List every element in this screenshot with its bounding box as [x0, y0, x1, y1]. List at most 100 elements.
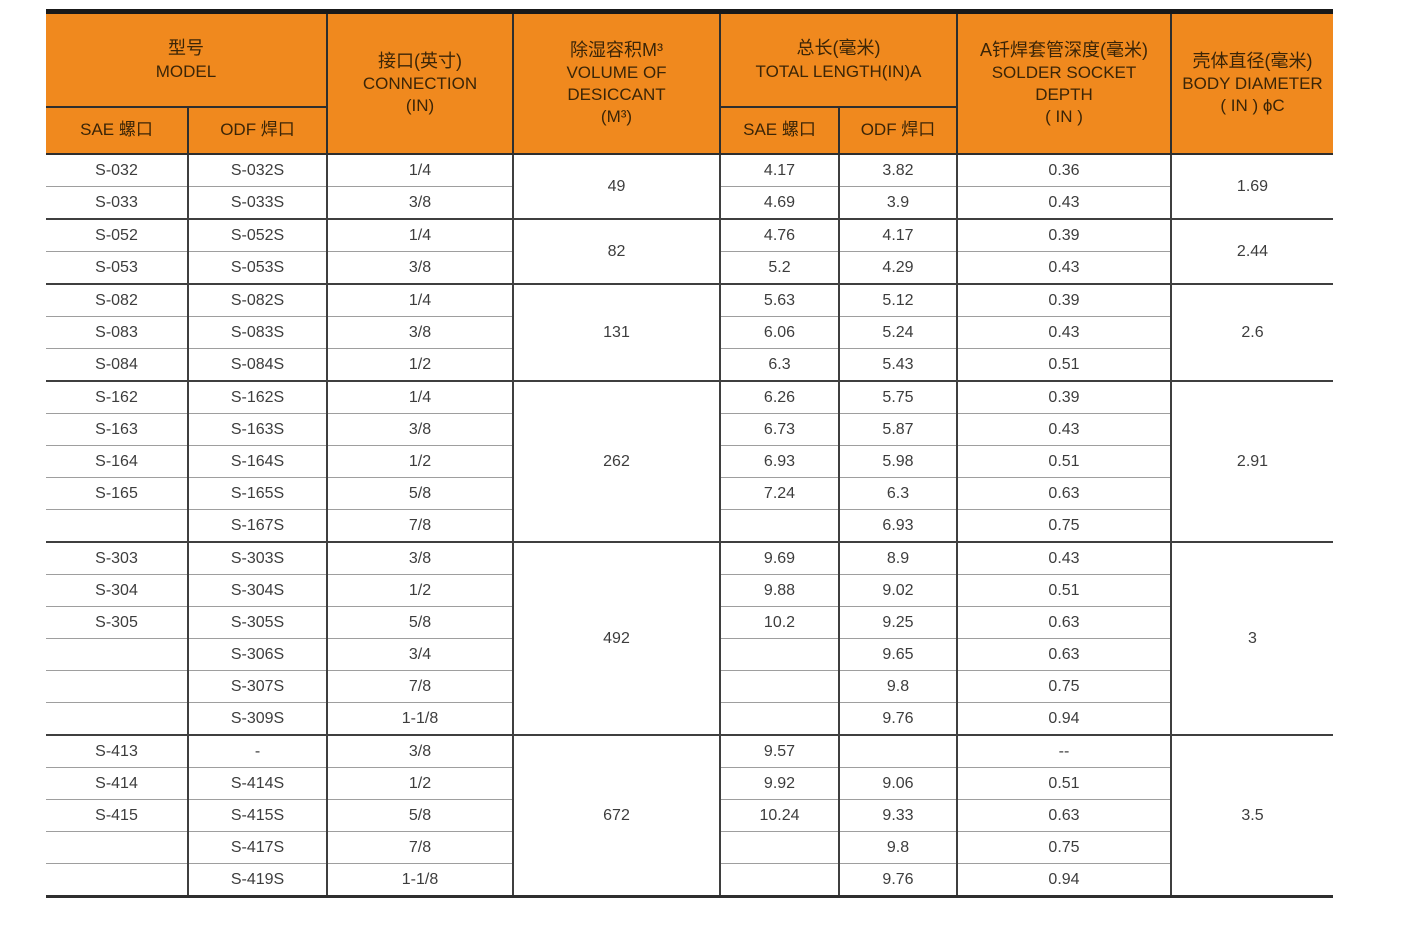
cell-solder-depth: 0.75 — [956, 831, 1171, 864]
header-body-diameter-unit: ( IN ) ϕC — [1220, 96, 1285, 116]
subheader-length-sae: SAE 螺口 — [719, 106, 839, 155]
cell-length-sae — [719, 831, 839, 864]
header-connection-en: CONNECTION — [362, 74, 478, 94]
cell-model-odf: S-164S — [187, 445, 327, 478]
cell-length-odf: 9.8 — [838, 831, 957, 864]
cell-model-sae: S-304 — [46, 574, 188, 607]
header-body-diameter-en: BODY DIAMETER — [1182, 74, 1323, 94]
header-body-diameter: 壳体直径(毫米) BODY DIAMETER ( IN ) ϕC — [1170, 11, 1333, 155]
cell-length-sae — [719, 863, 839, 897]
table-row: S-307S 7/8 9.8 0.75 — [46, 670, 1333, 703]
table-row: S-306S 3/4 9.65 0.63 — [46, 638, 1333, 671]
table-row: S-415 S-415S 5/8 10.24 9.33 0.63 — [46, 799, 1333, 832]
cell-model-sae — [46, 863, 188, 897]
cell-model-odf: S-415S — [187, 799, 327, 832]
cell-length-odf: 6.3 — [838, 477, 957, 510]
cell-model-odf: S-414S — [187, 767, 327, 800]
header-total-length-en: TOTAL LENGTH(IN)A — [755, 61, 922, 81]
cell-solder-depth: 0.94 — [956, 702, 1171, 735]
cell-connection: 3/8 — [326, 734, 513, 768]
subheader-model-odf: ODF 焊口 — [187, 106, 327, 155]
cell-length-odf: 5.87 — [838, 413, 957, 446]
cell-connection: 5/8 — [326, 606, 513, 639]
cell-length-sae: 6.26 — [719, 380, 839, 414]
cell-model-sae: S-163 — [46, 413, 188, 446]
cell-solder-depth: 0.63 — [956, 477, 1171, 510]
cell-solder-depth: 0.43 — [956, 186, 1171, 219]
header-solder-depth: A钎焊套管深度(毫米) SOLDER SOCKET DEPTH ( IN ) — [956, 11, 1171, 155]
cell-model-odf: S-306S — [187, 638, 327, 671]
cell-length-odf — [838, 734, 957, 768]
cell-length-sae: 6.3 — [719, 348, 839, 381]
header-solder-depth-en2: DEPTH — [1035, 85, 1093, 105]
cell-length-odf: 9.65 — [838, 638, 957, 671]
cell-connection: 1/4 — [326, 153, 513, 187]
cell-connection: 1/2 — [326, 445, 513, 478]
header-volume: 除湿容积M³ VOLUME OF DESICCANT (M³) — [512, 11, 720, 155]
cell-connection: 7/8 — [326, 831, 513, 864]
cell-length-sae: 5.2 — [719, 251, 839, 284]
header-row-sub: SAE 螺口 ODF 焊口 SAE 螺口 ODF 焊口 — [46, 106, 1333, 155]
cell-model-sae — [46, 702, 188, 735]
cell-model-odf: S-165S — [187, 477, 327, 510]
cell-model-odf: S-303S — [187, 541, 327, 575]
cell-model-odf: S-083S — [187, 316, 327, 349]
subheader-length-odf: ODF 焊口 — [838, 106, 957, 155]
cell-model-sae: S-413 — [46, 734, 188, 768]
cell-model-sae — [46, 638, 188, 671]
header-connection: 接口(英寸) CONNECTION (IN) — [326, 11, 513, 155]
table-row: S-032 S-032S 1/4 49 4.17 3.82 0.36 1.69 — [46, 153, 1333, 219]
cell-model-odf: S-053S — [187, 251, 327, 284]
spec-table: 型号 MODEL 接口(英寸) CONNECTION (IN) 除湿容积M³ V… — [46, 9, 1333, 898]
table-row: S-413-3/8 672 9.57 -- 3.5 — [46, 734, 1333, 897]
cell-solder-depth: 0.63 — [956, 606, 1171, 639]
cell-model-odf: S-167S — [187, 509, 327, 542]
cell-length-odf: 9.02 — [838, 574, 957, 607]
cell-volume: 672 — [512, 734, 720, 897]
table-row: S-417S 7/8 9.8 0.75 — [46, 831, 1333, 864]
cell-volume: 262 — [512, 380, 720, 542]
cell-length-sae: 6.73 — [719, 413, 839, 446]
cell-connection: 1-1/8 — [326, 702, 513, 735]
cell-connection: 1/2 — [326, 348, 513, 381]
cell-model-odf: S-052S — [187, 218, 327, 252]
cell-model-odf: S-163S — [187, 413, 327, 446]
header-volume-zh: 除湿容积M³ — [570, 39, 663, 60]
header-model: 型号 MODEL — [46, 11, 327, 108]
cell-connection: 7/8 — [326, 670, 513, 703]
cell-volume: 49 — [512, 153, 720, 219]
cell-connection: 3/8 — [326, 186, 513, 219]
cell-model-sae: S-052 — [46, 218, 188, 252]
header-total-length-zh: 总长(毫米) — [796, 38, 881, 59]
cell-length-odf: 5.12 — [838, 283, 957, 317]
cell-solder-depth: 0.63 — [956, 638, 1171, 671]
table-row: S-052 S-052S 1/4 82 4.76 4.17 0.39 2.44 — [46, 218, 1333, 284]
table-body: S-032 S-032S 1/4 49 4.17 3.82 0.36 1.69 S-033 S-0… — [46, 153, 1333, 897]
cell-solder-depth: 0.75 — [956, 670, 1171, 703]
header-solder-depth-unit: ( IN ) — [1045, 107, 1083, 127]
cell-model-sae: S-414 — [46, 767, 188, 800]
cell-connection: 1/2 — [326, 767, 513, 800]
header-connection-unit: (IN) — [405, 96, 435, 116]
table-row: S-083 S-083S 3/8 6.06 5.24 0.43 — [46, 316, 1333, 349]
cell-model-odf: S-162S — [187, 380, 327, 414]
table-row: S-167S 7/8 6.93 0.75 — [46, 509, 1333, 542]
cell-model-odf: S-305S — [187, 606, 327, 639]
table-row: S-162 S-162S 1/4 262 6.26 5.75 0.39 2.91 — [46, 380, 1333, 542]
cell-length-odf: 3.82 — [838, 153, 957, 187]
cell-length-sae: 10.24 — [719, 799, 839, 832]
table-row: S-164 S-164S 1/2 6.93 5.98 0.51 — [46, 445, 1333, 478]
cell-length-sae: 9.69 — [719, 541, 839, 575]
cell-connection: 1/4 — [326, 218, 513, 252]
cell-body-diameter: 2.6 — [1170, 283, 1333, 381]
cell-body-diameter: 3 — [1170, 541, 1333, 735]
cell-connection: 7/8 — [326, 509, 513, 542]
cell-length-sae: 4.69 — [719, 186, 839, 219]
cell-solder-depth: 0.94 — [956, 863, 1171, 897]
table-row: S-419S 1-1/8 9.76 0.94 — [46, 863, 1333, 897]
cell-connection: 1/2 — [326, 574, 513, 607]
cell-length-odf: 5.43 — [838, 348, 957, 381]
cell-length-odf: 6.93 — [838, 509, 957, 542]
cell-connection: 3/4 — [326, 638, 513, 671]
cell-length-odf: 9.06 — [838, 767, 957, 800]
